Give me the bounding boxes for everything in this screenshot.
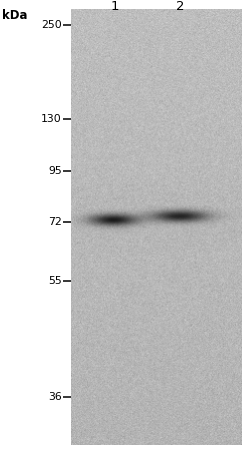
Text: 1: 1 [111, 0, 119, 13]
Text: kDa: kDa [2, 9, 28, 22]
Text: 36: 36 [48, 392, 62, 402]
Text: 55: 55 [48, 276, 62, 286]
Text: 2: 2 [176, 0, 185, 13]
Text: 250: 250 [41, 20, 62, 30]
Text: 130: 130 [41, 114, 62, 124]
Text: 95: 95 [48, 166, 62, 176]
Text: 72: 72 [48, 217, 62, 227]
